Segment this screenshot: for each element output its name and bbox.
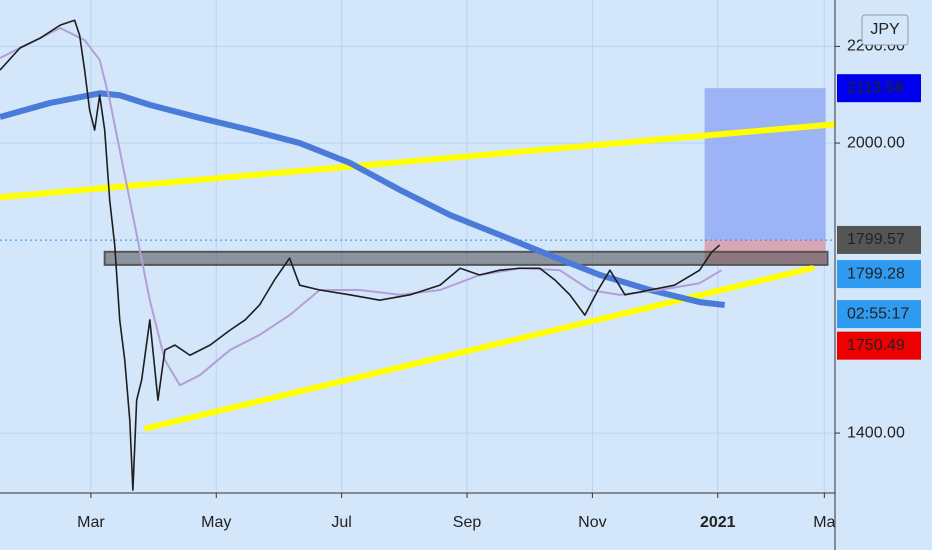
entry-badge-label: 1799.57 [847,231,905,248]
countdown-badge [837,300,921,329]
time-axis [0,493,835,550]
target-badge-label: 2113.58 [847,79,904,96]
trend-line [143,265,815,432]
x-tick-label: Sep [453,514,482,531]
y-tick-label: 2000.00 [847,134,905,151]
plot [0,0,838,493]
target-badge [837,74,921,103]
x-tick-label: May [201,514,231,531]
x-tick-label: Jul [331,514,351,531]
x-tick-label: Nov [578,514,606,531]
x-tick-label: 2021 [700,514,736,531]
countdown-badge-label: 02:55:17 [847,305,909,322]
entry-badge [837,225,921,254]
currency-badge [861,14,909,46]
x-tick-label: Ma [813,514,835,531]
stop-badge [837,331,921,360]
currency-label: JPY [870,21,900,38]
zone [103,250,829,266]
last-price-badge [837,260,921,289]
x-tick-label: Mar [77,514,105,531]
trend-line [0,121,838,201]
price-line [0,19,721,491]
target-box [704,88,826,240]
last-price-badge-label: 1799.28 [847,265,905,282]
stop-badge-label: 1750.49 [847,337,905,354]
moving-average-short [0,27,723,387]
y-tick-label: 1400.00 [847,424,905,441]
